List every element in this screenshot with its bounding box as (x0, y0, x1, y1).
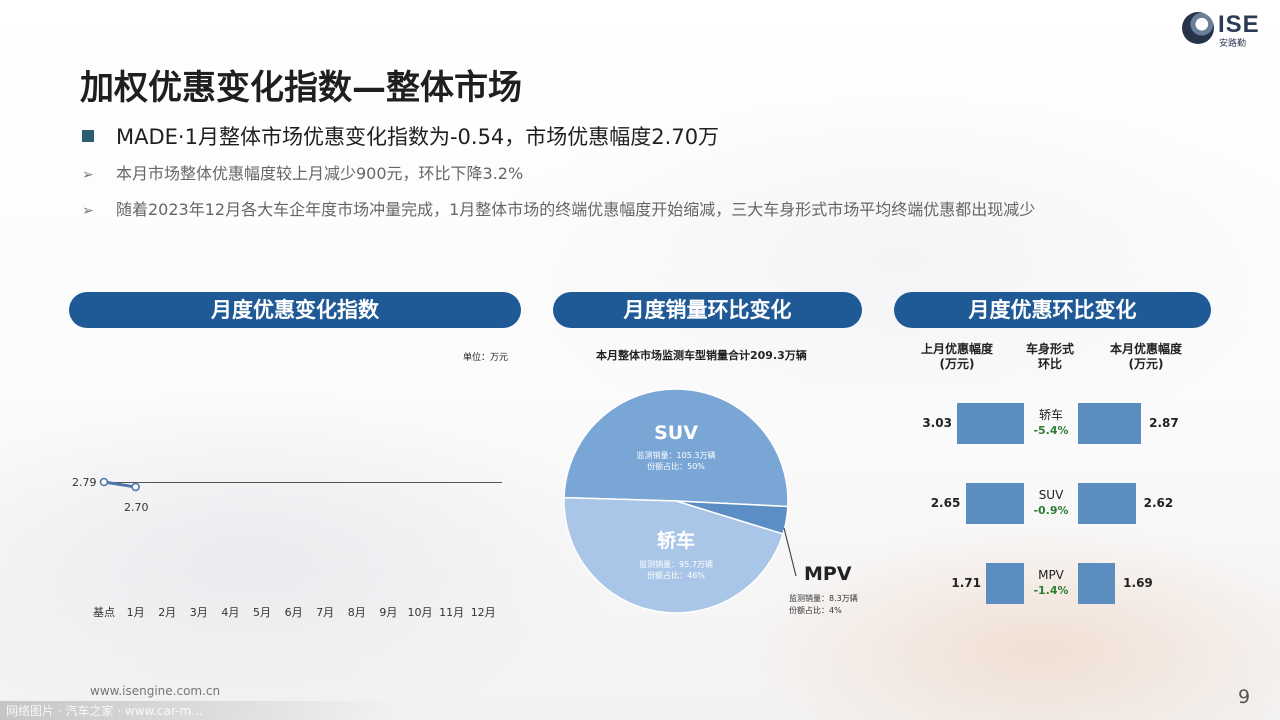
x-tick-label: 4月 (221, 606, 240, 619)
data-label-base: 2.79 (72, 476, 97, 489)
suv-share: 份额占比：50% (647, 462, 705, 471)
page-number: 9 (1238, 686, 1251, 708)
arrow-bullet-icon: ➢ (82, 203, 94, 219)
value-last-month: 1.71 (951, 576, 981, 590)
segment-change: -5.4% (1033, 424, 1069, 437)
bullet-1-text: 本月市场整体优惠幅度较上月减少900元，环比下降3.2% (116, 164, 524, 183)
x-tick-label: 11月 (439, 606, 465, 619)
sedan-sales: 监测销量：95.7万辆 (639, 560, 713, 569)
x-tick-label: 9月 (379, 606, 398, 619)
footer-url: www.isengine.com.cn (90, 684, 221, 698)
pie-svg (563, 388, 789, 614)
header-last-month-line1: 上月优惠幅度 (920, 342, 993, 356)
header-last-month-line2: (万元) (939, 357, 975, 371)
x-tick-label: 2月 (158, 606, 177, 619)
header-this-month-line1: 本月优惠幅度 (1109, 342, 1182, 356)
panel-title-left: 月度优惠变化指数 (69, 292, 521, 328)
panel-title-middle: 月度销量环比变化 (553, 292, 862, 328)
x-tick-label: 8月 (347, 606, 366, 619)
mpv-share: 份额占比：4% (789, 606, 842, 615)
sedan-title: 轿车 (656, 530, 695, 552)
logo-text: ISE (1218, 11, 1260, 38)
x-tick-label: 3月 (189, 606, 208, 619)
value-this-month: 1.69 (1123, 576, 1153, 590)
unit-note: 单位：万元 (463, 353, 509, 363)
ise-logo: ISE 安路勤 (1182, 11, 1266, 49)
suv-title: SUV (654, 422, 698, 444)
x-tick-label: 12月 (470, 606, 496, 619)
bullet-2: ➢ 随着2023年12月各大车企年度市场冲量完成，1月整体市场的终端优惠幅度开始缩… (82, 196, 1035, 220)
segment-label: 轿车 -5.4% (1021, 408, 1081, 438)
value-this-month: 2.62 (1143, 496, 1174, 510)
bullet-2-text: 随着2023年12月各大车企年度市场冲量完成，1月整体市场的终端优惠幅度开始缩减… (116, 200, 1036, 219)
baseline-axis (104, 482, 502, 483)
segment-name: 轿车 (1038, 408, 1063, 422)
arrow-bullet-icon: ➢ (82, 167, 94, 183)
mpv-sales: 监测销量：8.3万辆 (789, 594, 858, 603)
pie-label-sedan: 轿车 监测销量：95.7万辆 份额占比：46% (626, 526, 726, 581)
square-bullet-icon (82, 130, 94, 142)
header-this-month: 本月优惠幅度 (万元) (1101, 342, 1191, 372)
header-last-month: 上月优惠幅度 (万元) (912, 342, 1002, 372)
x-tick-label: 5月 (253, 606, 271, 619)
value-last-month: 3.03 (922, 416, 952, 430)
panel-title-right: 月度优惠环比变化 (894, 292, 1211, 328)
header-segment-line1: 车身形式 (1025, 342, 1074, 356)
value-last-month: 2.65 (930, 496, 961, 510)
x-tick-label: 1月 (126, 606, 145, 619)
bar-last-month (965, 483, 1024, 524)
pie-chart: SUV 监测销量：105.3万辆 份额占比：50% 轿车 监测销量：95.7万辆… (563, 388, 789, 614)
pie-slice-sedan (563, 496, 784, 614)
line-point (99, 477, 109, 487)
segment-change: -0.9% (1033, 504, 1069, 517)
value-this-month: 2.87 (1149, 416, 1179, 430)
segment-label: SUV -0.9% (1021, 488, 1081, 518)
x-tick-label: 基点 (93, 606, 115, 619)
pie-label-suv: SUV 监测销量：105.3万辆 份额占比：50% (626, 422, 726, 472)
bullet-1: ➢ 本月市场整体优惠幅度较上月减少900元，环比下降3.2% (82, 160, 523, 184)
header-segment: 车身形式 环比 (1015, 342, 1085, 372)
sedan-share: 份额占比：46% (647, 571, 705, 580)
bar-this-month (1078, 483, 1136, 524)
x-tick-label: 6月 (284, 606, 303, 619)
x-tick-label: 7月 (316, 606, 335, 619)
watermark-text: 网络图片 · 汽车之家 · www.car-m... (6, 704, 203, 718)
pie-note: 本月整体市场监测车型销量合计209.3万辆 (596, 349, 807, 362)
logo-globe-icon (1182, 12, 1214, 44)
header-this-month-line2: (万元) (1128, 357, 1164, 371)
watermark-band (0, 701, 400, 720)
headline: MADE·1月整体市场优惠变化指数为-0.54，市场优惠幅度2.70万 (82, 121, 719, 151)
page-title: 加权优惠变化指数—整体市场 (80, 68, 522, 108)
pie-slice-suv (563, 388, 789, 508)
headline-text: MADE·1月整体市场优惠变化指数为-0.54，市场优惠幅度2.70万 (116, 125, 720, 149)
segment-label: MPV -1.4% (1021, 568, 1081, 598)
logo-subtext: 安路勤 (1219, 39, 1247, 49)
segment-change: -1.4% (1033, 584, 1069, 597)
bar-last-month (986, 563, 1024, 604)
segment-name: MPV (1038, 568, 1064, 582)
line-point (131, 482, 140, 492)
mpv-title: MPV (804, 563, 852, 585)
data-label-jan: 2.70 (124, 501, 149, 514)
suv-sales: 监测销量：105.3万辆 (636, 451, 716, 460)
bar-this-month (1078, 403, 1142, 444)
x-tick-label: 10月 (407, 606, 433, 619)
line-series (103, 480, 136, 489)
segment-name: SUV (1038, 488, 1064, 502)
header-segment-line2: 环比 (1037, 357, 1062, 371)
mpv-detail: 监测销量：8.3万辆 份额占比：4% (789, 593, 858, 617)
bar-last-month (957, 403, 1024, 444)
bar-this-month (1078, 563, 1116, 604)
